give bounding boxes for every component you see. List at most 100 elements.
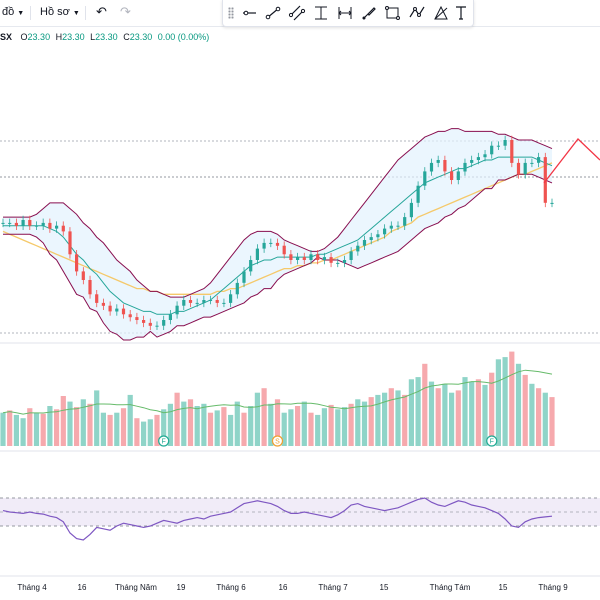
candle-body [222,302,226,304]
candle-body [188,300,193,303]
volume-bar [341,407,348,446]
bollinger-lower-line [3,173,553,341]
chart-type-label: đồ [2,6,15,18]
earnings-event-marker [158,435,170,447]
redo-icon[interactable]: ↷ [120,4,131,19]
volume-bar [395,390,401,446]
candle-body [470,160,474,163]
candle-body [175,305,179,315]
volume-bar [33,412,40,446]
volume-bar [489,372,495,446]
volume-bar [435,388,441,446]
candle-body [135,317,139,320]
volume-bar [94,390,100,446]
candle-body [142,320,146,323]
volume-bar [415,377,421,446]
x-axis-tick-label: 15 [380,583,389,592]
candle-body [356,245,360,252]
candle-body [463,162,467,172]
volume-bar [114,412,120,446]
volume-bar [248,406,254,446]
candle-body [342,260,347,263]
long-short-position-icon[interactable] [335,3,355,23]
parallel-channel-icon[interactable] [287,3,307,23]
candle-body [450,171,454,180]
volume-bar [542,392,548,446]
volume-bar [482,384,488,446]
candle-body [88,280,92,295]
pattern-icon[interactable] [407,3,427,23]
candle-body [309,254,313,260]
volume-ma-line [2,369,553,415]
candle-body [396,225,400,227]
volume-bar [221,407,227,446]
volume-bar [449,392,455,446]
volume-bar [181,401,187,446]
candle-body [195,302,199,304]
candle-body [128,314,132,318]
candle-body [162,320,166,326]
shapes-icon[interactable] [431,3,451,23]
candle-body [55,225,59,229]
candle-body [543,157,547,203]
profile-menu[interactable]: Hồ sơ ▼ [40,6,80,18]
x-axis-tick-label: Tháng 6 [216,583,246,592]
candle-body [456,171,460,180]
candle-body [483,154,487,158]
volume-bar [522,374,528,446]
volume-bar [134,418,140,446]
close-value: 23.30 [129,32,153,42]
volume-bar [154,414,160,446]
polyline-icon[interactable] [383,3,403,23]
fib-retracement-icon[interactable] [311,3,331,23]
volume-bar [281,412,287,446]
low-label: L [90,32,96,42]
candle-body [208,300,213,301]
volume-bar [495,359,501,446]
candle-body [255,248,259,260]
volume-bar [355,399,361,446]
volume-bar [174,392,180,446]
candle-body [121,308,126,315]
x-axis-tick-label: Tháng 9 [538,583,568,592]
close-label: C [123,32,130,42]
volume-bar [228,414,234,446]
volume-bar [455,390,461,446]
candle-body [490,145,494,155]
x-axis-tick-label: Tháng Năm [115,583,157,592]
volume-bar [382,392,388,446]
symbol-label[interactable]: SX [0,32,13,42]
volume-bar [475,379,481,446]
x-axis-tick-label: 15 [499,583,508,592]
volume-bar [234,401,240,446]
horizontal-ray-icon[interactable] [239,3,259,23]
volume-bar [74,407,80,446]
volume-bar [27,408,33,446]
volume-bar [321,408,327,446]
candle-body [516,162,521,175]
volume-bar [502,357,508,446]
candle-body [423,171,427,186]
brush-icon[interactable] [359,3,379,23]
volume-bar [87,403,93,446]
chart-type-menu[interactable]: đồ ▼ [2,6,24,18]
candle-body [510,140,514,163]
text-icon[interactable] [451,3,471,23]
candle-body [81,271,85,280]
candle-body [436,160,440,163]
candle-body [101,302,105,306]
candle-body [202,300,206,303]
volume-bar [462,377,468,446]
candle-body [262,242,266,249]
volume-bar [254,392,260,446]
trend-line-icon[interactable] [263,3,283,23]
volume-bar [301,401,307,446]
undo-icon[interactable]: ↶ [96,4,107,19]
candle-body [349,251,353,260]
candle-body [95,294,99,303]
drag-handle-icon[interactable] [228,7,234,19]
volume-bar [442,383,448,446]
volume-bar [549,397,555,446]
change-value: 0.00 (0.00%) [157,32,210,42]
